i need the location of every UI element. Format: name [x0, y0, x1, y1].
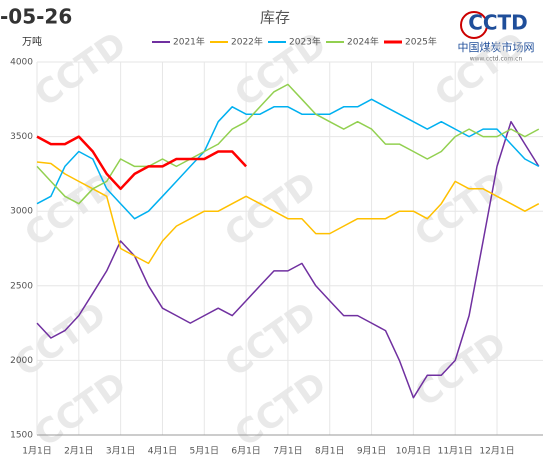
x-tick-label: 6月1日 [231, 446, 260, 457]
watermark: CCTD [8, 294, 114, 385]
x-tick-label: 10月1日 [396, 446, 431, 457]
site-name: 中国煤炭市场网 [458, 40, 535, 54]
x-tick-label: 2月1日 [64, 446, 93, 457]
y-tick-label: 3000 [10, 207, 33, 217]
watermark: CCTD [18, 164, 124, 255]
date-label: -05-26 [0, 5, 72, 29]
watermark: CCTD [408, 324, 514, 415]
x-tick-label: 3月1日 [106, 446, 135, 457]
y-tick-label: 2000 [10, 356, 33, 366]
watermark: CCTD [28, 364, 134, 455]
legend-label: 2021年 [173, 36, 205, 48]
y-tick-label: 2500 [10, 281, 33, 291]
x-tick-label: 11月1日 [438, 446, 473, 457]
series-line [36, 161, 540, 265]
legend-label: 2025年 [405, 36, 437, 48]
logo-ring [460, 11, 488, 39]
site-url: www.cctd.com.cn [470, 56, 523, 63]
x-tick-label: 7月1日 [273, 446, 302, 457]
series-line [36, 98, 540, 220]
series-line [36, 83, 540, 205]
y-tick-label: 3500 [10, 132, 33, 142]
x-tick-label: 12月1日 [479, 446, 514, 457]
series-line [36, 120, 540, 399]
watermark: CCTD [28, 24, 134, 115]
watermark: CCTD [408, 164, 514, 255]
watermark: CCTD [428, 24, 534, 115]
x-tick-label: 4月1日 [148, 446, 177, 457]
legend-label: 2022年 [231, 36, 263, 48]
legend-label: 2024年 [347, 36, 379, 48]
x-tick-label: 1月1日 [22, 446, 51, 457]
legend-label: 2023年 [289, 36, 321, 48]
y-axis-label: 万吨 [22, 35, 42, 48]
logo: CCTD [468, 11, 528, 35]
y-tick-label: 1500 [10, 431, 33, 441]
x-tick-label: 9月1日 [357, 446, 386, 457]
y-tick-label: 4000 [10, 58, 33, 68]
chart-title: 库存 [260, 9, 290, 27]
series-line [36, 135, 248, 191]
x-tick-label: 5月1日 [190, 446, 219, 457]
x-tick-label: 8月1日 [315, 446, 344, 457]
